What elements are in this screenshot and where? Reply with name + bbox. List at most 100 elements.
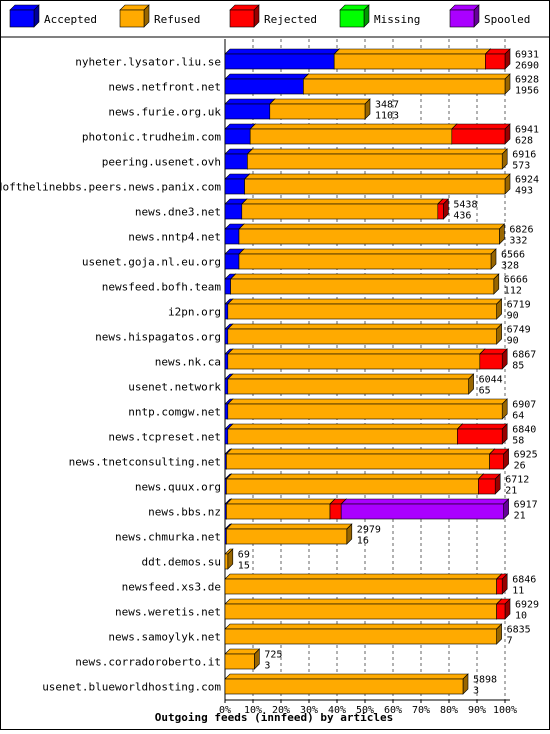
x-tick-label: 20%: [272, 705, 290, 716]
bar-segment-accepted-top: [224, 98, 276, 105]
accepted-count-label: 90: [507, 311, 519, 322]
accepted-count-label: 10: [515, 611, 527, 622]
bar-segment-refused-top: [227, 323, 503, 330]
legend-swatch-spooled-front: [449, 9, 475, 28]
bar-segment-refused-top: [224, 573, 503, 580]
bar-segment-refused-front: [230, 278, 495, 295]
bar-segment-refused-top: [246, 148, 508, 155]
bar-segment-refused-top: [224, 648, 261, 655]
row-label: news.nk.ca: [155, 356, 221, 369]
bar-segment-refused-front: [226, 478, 479, 495]
bar-segment-refused: [225, 473, 485, 495]
legend-swatch-rejected-front: [229, 9, 255, 28]
bar-segment-refused-top: [227, 398, 508, 405]
bar-segment-rejected-front: [478, 478, 496, 495]
bar-row: [224, 123, 511, 145]
bar-segment-refused-top: [238, 223, 506, 230]
legend-swatch-missing: [339, 4, 370, 28]
accepted-count-label: 1103: [375, 111, 399, 122]
bar-segment-refused: [333, 48, 492, 70]
bar-segment-refused-top: [225, 498, 336, 505]
total-label: 6712: [505, 475, 529, 486]
accepted-count-label: 3: [473, 686, 479, 697]
row-label: usenet.blueworldhosting.com: [42, 681, 221, 694]
bar-segment-refused: [224, 623, 503, 645]
bar-segment-rejected-front: [451, 128, 506, 145]
row-label: nntp.comgw.net: [128, 406, 221, 419]
accepted-count-label: 15: [238, 561, 250, 572]
total-label: 6749: [507, 325, 531, 336]
total-label: 69: [238, 550, 250, 561]
row-label: newsfeed.xs3.de: [122, 581, 221, 594]
bar-segment-refused-front: [226, 503, 331, 520]
bar-segment-refused-front: [227, 353, 481, 370]
legend-swatch-refused: [119, 4, 150, 28]
bar-segment-accepted: [224, 73, 310, 95]
legend-label-rejected: Rejected: [264, 13, 317, 26]
row-label: news.corradoroberto.it: [75, 656, 221, 669]
accepted-count-label: 436: [453, 211, 471, 222]
bar-segment-refused-front: [227, 328, 497, 345]
bar-segment-refused-top: [224, 598, 503, 605]
row-label: usenet.goja.nl.eu.org: [82, 256, 221, 269]
bar-segment-rejected-front: [496, 578, 503, 595]
bar-segment-refused: [246, 148, 508, 170]
x-tick-label: 50%: [356, 705, 374, 716]
legend-swatch-accepted: [9, 4, 40, 28]
bar-row: [224, 398, 508, 420]
bar-segment-refused-front: [224, 578, 497, 595]
total-label: 5898: [473, 675, 497, 686]
plot-area: nyheter.lysator.liu.se news.netfront.net n…: [0, 39, 539, 716]
total-label: 6835: [507, 625, 531, 636]
total-label: 6925: [514, 450, 538, 461]
accepted-count-label: 1956: [515, 86, 539, 97]
accepted-count-label: 11: [512, 586, 524, 597]
bar-segment-accepted-front: [224, 203, 243, 220]
bar-segment-refused-top: [224, 673, 469, 680]
bar-segment-rejected: [479, 348, 508, 370]
value-labels: 6931269069281956348711036941628691657369…: [238, 50, 539, 697]
row-label: usenet.network: [128, 381, 221, 394]
bar-segment-refused-front: [224, 628, 497, 645]
row-label: news.chmurka.net: [115, 531, 221, 544]
accepted-count-label: 16: [357, 536, 369, 547]
bar-segment-spooled-front: [340, 503, 504, 520]
legend-label-missing: Missing: [374, 13, 420, 26]
accepted-count-label: 2690: [515, 61, 539, 72]
accepted-count-label: 58: [512, 436, 524, 447]
total-label: 6941: [515, 125, 539, 136]
accepted-count-label: 21: [505, 486, 517, 497]
accepted-count-label: 112: [504, 286, 522, 297]
bar-segment-rejected: [495, 573, 508, 595]
total-label: 6916: [512, 150, 536, 161]
bar-segment-refused: [224, 648, 261, 670]
bar-segment-accepted-front: [224, 428, 229, 445]
bar-segment-refused-front: [224, 678, 464, 695]
bar-row: [224, 48, 511, 70]
row-label: news.nntp4.net: [128, 231, 221, 244]
bar-segment-refused: [241, 198, 444, 220]
total-label: 6928: [515, 75, 539, 86]
bar-segment-rejected-top: [456, 423, 508, 430]
bar-row: [224, 523, 353, 545]
bar-segment-refused-front: [224, 603, 497, 620]
bar-segment-refused-front: [249, 128, 453, 145]
accepted-count-label: 628: [515, 136, 533, 147]
bar-row: [224, 273, 500, 295]
row-label: news.tnetconsulting.net: [69, 456, 221, 469]
bar-segment-accepted-top: [224, 73, 310, 80]
accepted-count-label: 493: [515, 186, 533, 197]
bar-row: [224, 173, 511, 195]
total-label: 6924: [515, 175, 539, 186]
bar-segment-rejected-front: [329, 503, 342, 520]
bar-row: [224, 348, 508, 370]
bar-segment-refused-top: [225, 448, 496, 455]
bar-segment-refused: [225, 448, 496, 470]
accepted-count-label: 328: [501, 261, 519, 272]
row-label: news.quux.org: [135, 481, 221, 494]
total-label: 3487: [375, 100, 399, 111]
bar-segment-refused-top: [302, 73, 511, 80]
accepted-count-label: 332: [509, 236, 527, 247]
bar-segment-refused-top: [225, 523, 353, 530]
bar-segment-rejected-front: [479, 353, 503, 370]
